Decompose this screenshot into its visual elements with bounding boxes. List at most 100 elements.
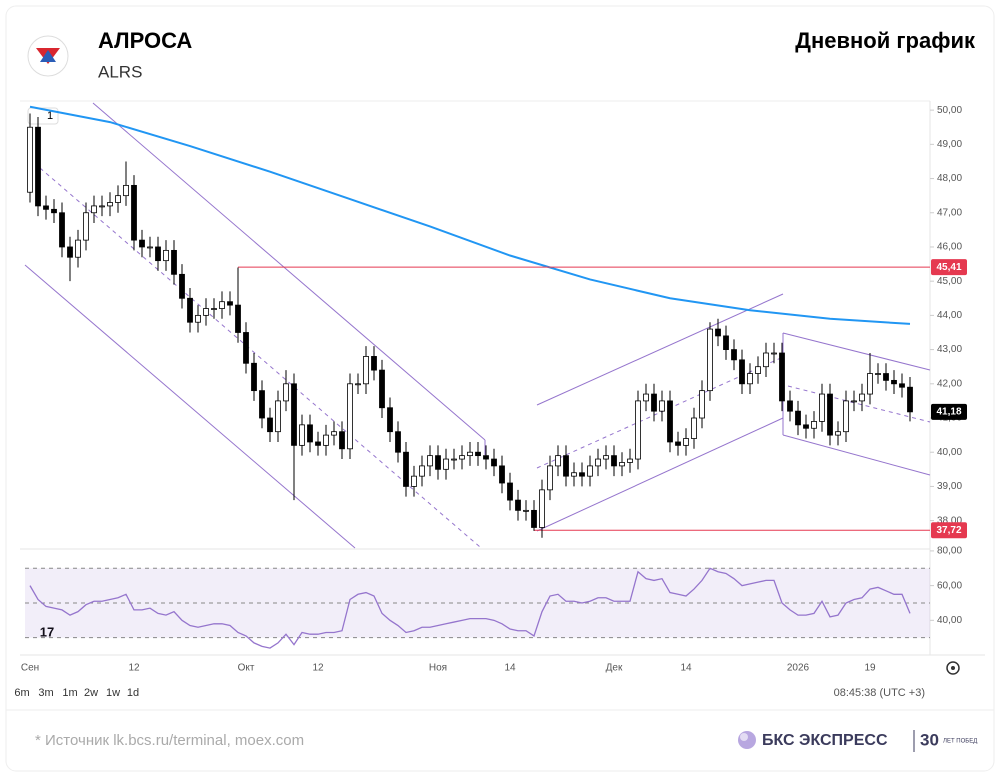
candle-body [883, 373, 889, 381]
candle-body [251, 362, 257, 392]
candle-body [843, 400, 849, 433]
rsi-tick-label: 60,00 [937, 580, 962, 591]
candle-body [707, 328, 713, 392]
candle-body [507, 482, 513, 501]
candle-body [259, 390, 265, 419]
candle-body [459, 455, 465, 460]
candle-body [747, 373, 753, 385]
candle-body [715, 328, 721, 337]
candle-body [427, 455, 433, 467]
candle-body [811, 421, 817, 429]
title: АЛРОСА [98, 28, 192, 53]
candle-body [835, 431, 841, 436]
candle-body [451, 458, 457, 461]
candle-body [195, 314, 201, 323]
candle-body [435, 455, 441, 470]
candle-body [619, 462, 625, 467]
candle-body [83, 212, 89, 241]
price-label-box [931, 522, 967, 539]
logo [27, 35, 69, 77]
brand: БКС ЭКСПРЕСС [762, 732, 888, 749]
candle-body [363, 356, 369, 385]
candle-body [291, 383, 297, 446]
candle-body [651, 393, 657, 412]
candle-body [739, 359, 745, 385]
candle-body [203, 308, 209, 316]
candle-body [795, 410, 801, 426]
tv-logo: 17 [33, 620, 61, 644]
y-tick-label: 45,00 [937, 276, 962, 287]
candle-body [91, 205, 97, 214]
candle-body [275, 400, 281, 433]
candle-body [515, 499, 521, 511]
candle-body [171, 249, 177, 275]
svg-text:17: 17 [40, 624, 54, 639]
indicator-badge[interactable] [27, 107, 59, 125]
x-tick-label: 14 [680, 663, 692, 674]
candle-body [771, 352, 777, 355]
timeframe[interactable]: 6m [14, 687, 29, 699]
candle-body [267, 417, 273, 433]
candle-body [219, 301, 225, 309]
candle-body [419, 465, 425, 477]
candle-body [667, 400, 673, 443]
candle-body [27, 126, 33, 193]
candle-body [211, 308, 217, 310]
timeframe[interactable]: 2w [84, 687, 98, 699]
candle-body [67, 246, 73, 258]
candle-body [827, 393, 833, 436]
rsi-tick-label: 80,00 [937, 546, 962, 557]
timeframe[interactable]: 1w [106, 687, 120, 699]
candle-body [787, 400, 793, 412]
candle-body [571, 472, 577, 477]
candle-body [699, 390, 705, 419]
candle-body [411, 475, 417, 487]
x-tick-label: 12 [312, 663, 324, 674]
rsi-line [29, 567, 911, 649]
candle-body [35, 126, 41, 207]
time: 08:45:38 (UTC +3) [834, 687, 925, 699]
candle-body [235, 304, 241, 333]
x-tick-label: Сен [21, 663, 39, 674]
timeframe[interactable]: 1d [127, 687, 139, 699]
candle-body [355, 383, 361, 386]
x-tick-label: 19 [864, 663, 876, 674]
settings-icon[interactable] [946, 661, 960, 675]
candle-body [387, 407, 393, 433]
y-tick-label: 47,00 [937, 207, 962, 218]
candle-body [227, 301, 233, 306]
candle-body [51, 208, 57, 214]
candle-body [563, 455, 569, 477]
candle-body [43, 205, 49, 210]
timeframe[interactable]: 1m [62, 687, 77, 699]
candle-body [627, 458, 633, 463]
brand-logo [738, 731, 756, 749]
candle-body [683, 438, 689, 446]
y-tick-label: 39,00 [937, 481, 962, 492]
x-tick-label: Ноя [429, 663, 447, 674]
candle-body [395, 431, 401, 453]
candle-body [283, 383, 289, 402]
candle-body [59, 212, 65, 248]
candle-body [723, 335, 729, 350]
x-tick-label: 12 [128, 663, 140, 674]
chart-label: Дневной график [795, 28, 976, 53]
rsi-tick-label: 40,00 [937, 615, 962, 626]
candle-body [899, 383, 905, 388]
source: * Источник lk.bcs.ru/terminal, moex.com [35, 732, 304, 749]
candle-body [555, 455, 561, 467]
candle-body [603, 455, 609, 460]
candle-body [131, 184, 137, 241]
candle-body [659, 400, 665, 412]
candle-body [323, 434, 329, 446]
timeframe[interactable]: 3m [38, 687, 53, 699]
candle-body [155, 246, 161, 262]
badge-label: 1 [47, 110, 53, 122]
candle-body [731, 349, 737, 361]
candle-body [443, 458, 449, 470]
candle-body [379, 369, 385, 409]
candle-body [347, 383, 353, 450]
candle-body [299, 424, 305, 446]
candle-body [187, 297, 193, 323]
